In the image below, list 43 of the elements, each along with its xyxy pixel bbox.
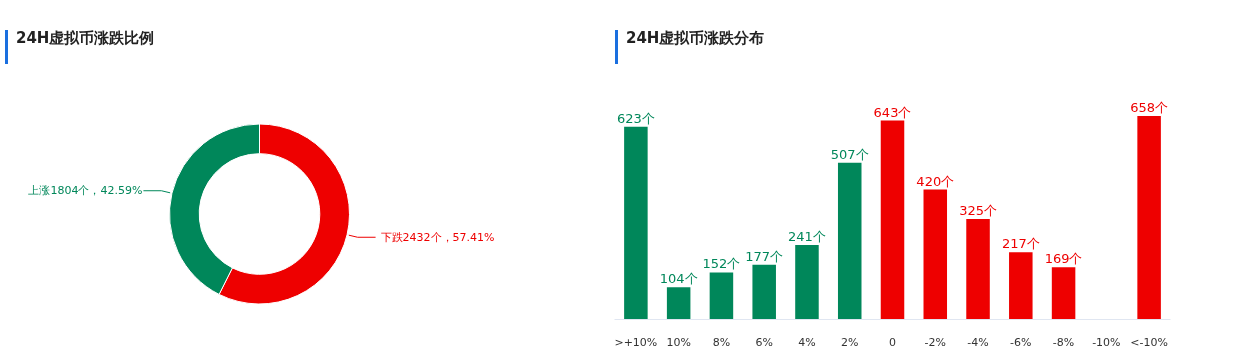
x-tick-label: 8% xyxy=(712,335,731,348)
x-tick-label: 6% xyxy=(755,335,773,348)
data-label: 104个 xyxy=(659,271,698,287)
x-tick-label: -4% xyxy=(967,335,989,348)
x-tick-label: -8% xyxy=(1052,335,1075,348)
bar xyxy=(666,287,691,320)
x-tick-label: 4% xyxy=(798,335,816,348)
bar xyxy=(752,264,776,320)
data-label: 643个 xyxy=(873,104,912,120)
chart-title: 24H虚拟币涨跌比例 xyxy=(16,29,155,47)
x-tick-label: <-10% xyxy=(1130,335,1168,348)
x-tick-label: 0 xyxy=(889,335,896,348)
bar xyxy=(837,162,862,320)
x-tick-label: 2% xyxy=(841,335,859,348)
bar xyxy=(1009,252,1033,320)
x-tick-label: -10% xyxy=(1092,335,1121,348)
slice-label: 上涨 xyxy=(28,184,51,198)
data-label: 1804个，42.59% xyxy=(50,184,143,198)
data-label: 217个 xyxy=(1001,236,1040,252)
data-label: 507个 xyxy=(830,146,869,162)
data-label: 241个 xyxy=(788,228,826,244)
x-tick-label: -6% xyxy=(1010,335,1032,348)
bar xyxy=(923,189,948,320)
data-label: 177个 xyxy=(745,248,784,264)
data-label: 169个 xyxy=(1044,251,1083,267)
bar xyxy=(624,126,648,320)
bar xyxy=(795,244,819,320)
data-label: 325个 xyxy=(959,202,997,218)
bar xyxy=(709,272,734,320)
bar xyxy=(966,218,990,320)
data-label: 420个 xyxy=(916,173,955,189)
data-label: 658个 xyxy=(1130,99,1169,115)
bar xyxy=(1051,267,1076,320)
bar xyxy=(1137,115,1161,320)
x-tick-label: -2% xyxy=(924,335,946,348)
bar xyxy=(880,120,905,320)
x-tick-label: >+10% xyxy=(614,335,658,348)
data-label: 152个 xyxy=(702,256,741,272)
slice-label: 下跌 xyxy=(380,230,403,244)
x-tick-label: 10% xyxy=(666,335,691,348)
chart-title: 24H虚拟币涨跌分布 xyxy=(626,29,765,47)
data-label: 623个 xyxy=(616,110,655,126)
data-label: 2432个，57.41% xyxy=(402,230,495,244)
